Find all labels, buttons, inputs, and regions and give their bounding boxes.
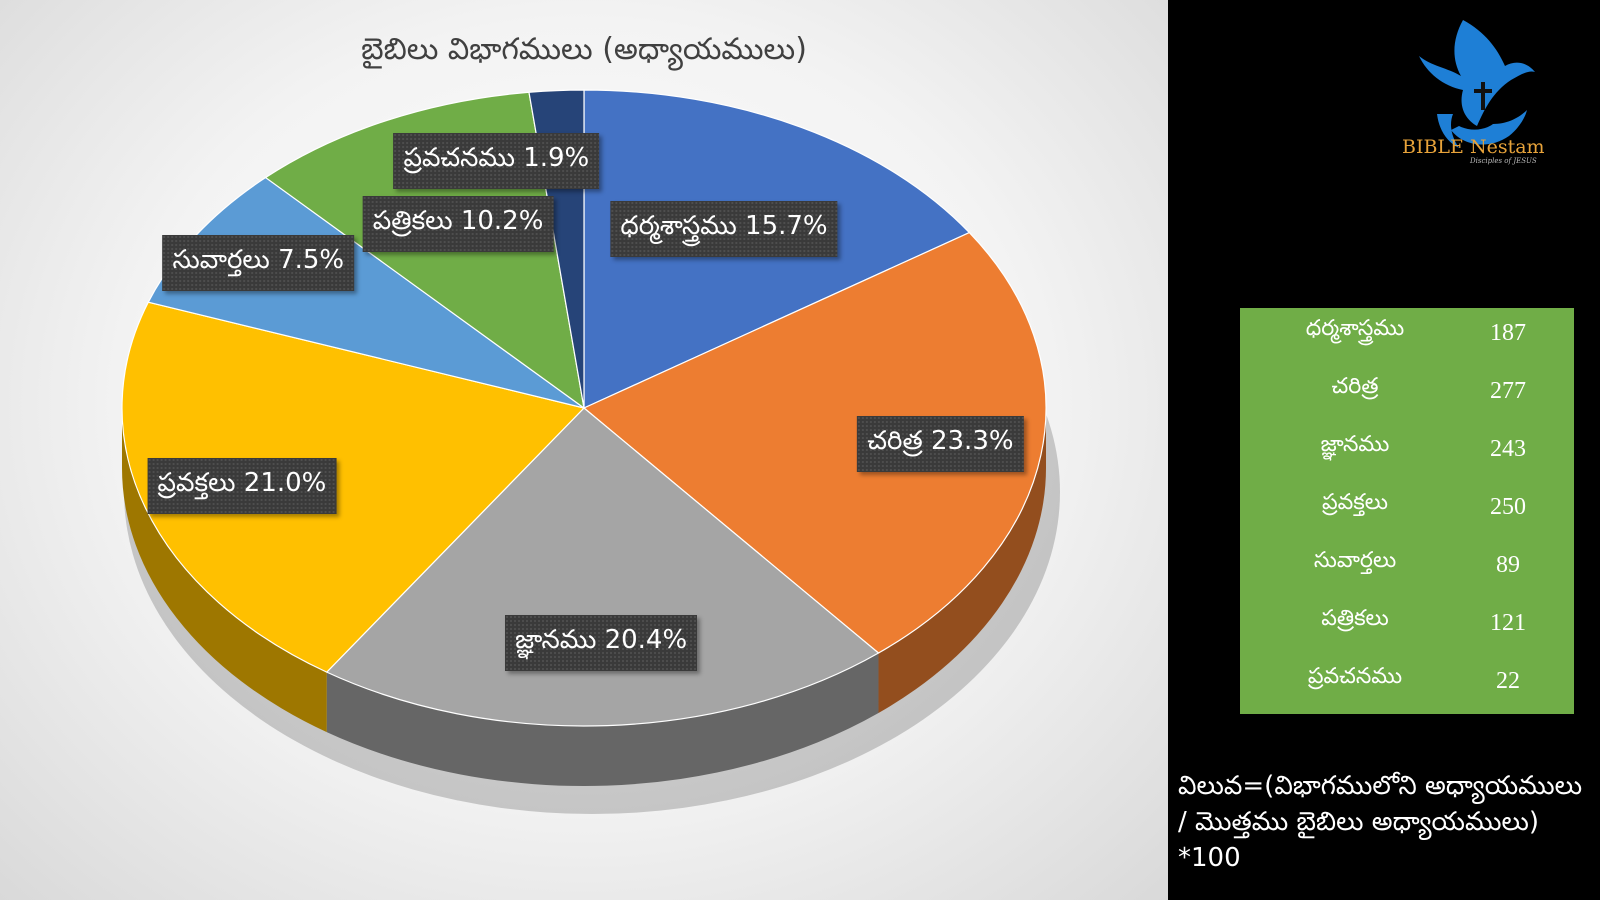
logo-subtext: Disciples of JESUS <box>1470 157 1537 165</box>
slice-data-label: చరిత్ర 23.3% <box>857 416 1024 473</box>
table-cell-value: 187 <box>1490 320 1526 346</box>
table-cell-name: చరిత్ర <box>1331 374 1379 399</box>
table-cell-name: ప్రవచనము <box>1307 664 1403 689</box>
table-row: చరిత్ర 277 <box>1240 368 1574 426</box>
formula-line: *100 <box>1178 843 1241 873</box>
pie-slice <box>325 407 880 727</box>
table-cell-value: 277 <box>1490 378 1526 404</box>
pie-slice <box>582 231 1047 654</box>
chart-area: బైబిలు విభాగములు (అధ్యాయములు) ధర్మశాస్త్… <box>0 0 1168 900</box>
table-cell-value: 243 <box>1490 436 1526 462</box>
table-cell-name: సువార్తలు <box>1313 548 1397 573</box>
table-row: పత్రికలు 121 <box>1240 600 1574 658</box>
pie-slice <box>121 301 586 673</box>
table-cell-name: పత్రికలు <box>1321 606 1389 631</box>
table-cell-value: 250 <box>1490 494 1526 520</box>
dove-cross-hand-icon <box>1419 20 1535 148</box>
logo-text: BIBLE Nestam <box>1402 136 1545 158</box>
chart-title: బైబిలు విభాగములు (అధ్యాయములు) <box>361 32 807 67</box>
table-row: సువార్తలు 89 <box>1240 542 1574 600</box>
table-cell-name: ధర్మశాస్త్రము <box>1305 316 1405 341</box>
pie-slice-side <box>326 653 879 786</box>
slice-data-label: ప్రవచనము 1.9% <box>393 132 600 189</box>
slice-data-label: ధర్మశాస్త్రము 15.7% <box>610 200 838 257</box>
formula-line: విలువ=(విభాగములోని అధ్యాయములు <box>1178 771 1583 801</box>
slice-data-label: పత్రికలు 10.2% <box>362 195 554 252</box>
pie-slice-side <box>122 408 327 733</box>
slice-data-label: జ్ఞానము 20.4% <box>505 615 698 672</box>
table-row: ప్రవక్తలు 250 <box>1240 484 1574 542</box>
table-row: జ్ఞానము 243 <box>1240 426 1574 484</box>
table-cell-value: 89 <box>1496 552 1520 578</box>
table-cell-name: ప్రవక్తలు <box>1322 490 1388 515</box>
table-cell-value: 22 <box>1496 668 1520 694</box>
slice-data-label: సువార్తలు 7.5% <box>162 234 355 291</box>
table-row: ప్రవచనము 22 <box>1240 658 1574 716</box>
formula-note: విలువ=(విభాగములోని అధ్యాయములు / మొత్తము … <box>1178 768 1588 876</box>
table-row: ధర్మశాస్త్రము 187 <box>1240 310 1574 368</box>
table-cell-value: 121 <box>1490 610 1526 636</box>
chapter-count-table: ధర్మశాస్త్రము 187 చరిత్ర 277 జ్ఞానము 243… <box>1240 308 1574 714</box>
pie-slice-side <box>878 408 1046 714</box>
formula-line: / మొత్తము బైబిలు అధ్యాయములు) <box>1178 807 1540 837</box>
table-cell-name: జ్ఞానము <box>1320 432 1390 457</box>
slice-data-label: ప్రవక్తలు 21.0% <box>147 458 337 515</box>
